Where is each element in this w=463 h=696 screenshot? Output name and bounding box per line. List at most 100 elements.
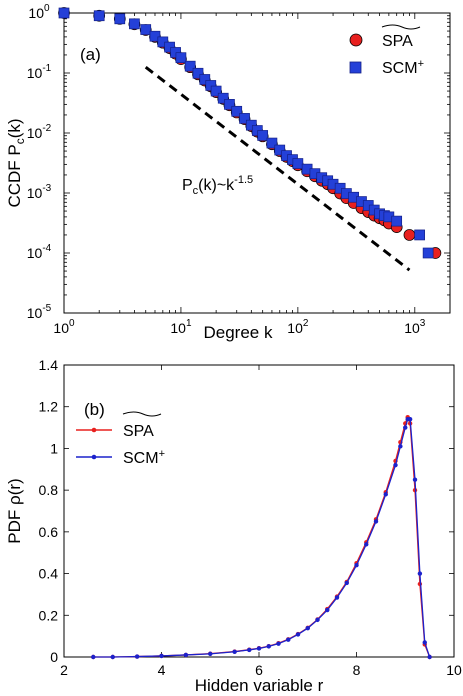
scm-data-point (93, 10, 105, 22)
scm-data-point (149, 30, 161, 42)
scm-data-point (58, 7, 70, 19)
annotation-sup: -1.5 (234, 174, 253, 186)
spa-data-point (403, 229, 416, 241)
ylabel-tail: (k) (5, 118, 24, 138)
legend-b-spa-dot (91, 427, 97, 433)
tick-exponent: -4 (42, 243, 51, 254)
scm-data-point (325, 607, 330, 613)
scm-data-point (398, 444, 403, 449)
scm-data-point (344, 580, 349, 586)
scm-data-point (373, 519, 379, 524)
scm-data-point (315, 617, 320, 623)
tick-exponent: -3 (42, 183, 51, 194)
scm-data-point (266, 644, 271, 649)
x-tick-label: 101 (170, 318, 192, 336)
tick-base: 10 (27, 185, 43, 201)
scm-data-point (224, 99, 235, 110)
scm-data-point (199, 74, 211, 85)
tick-base: 10 (170, 320, 186, 336)
legend-scm-sup: + (418, 58, 424, 70)
scm-data-point (266, 137, 278, 149)
scm-data-point (354, 563, 359, 568)
tick-exponent: 1 (186, 318, 192, 329)
scm-data-point (422, 247, 434, 259)
scm-data-point (393, 462, 398, 468)
tick-base: 10 (28, 5, 44, 21)
scm-data-point (184, 60, 196, 72)
scm-data-point (256, 646, 262, 651)
legend-spa-label: SPA (382, 33, 413, 50)
scm-data-point (247, 647, 252, 653)
scm-data-point (208, 651, 213, 657)
scm-data-point (407, 417, 413, 422)
tick-exponent: -2 (42, 123, 51, 134)
x-tick-label: 2 (60, 662, 68, 678)
legend-scm-name: SCM (382, 60, 418, 77)
panel-b-axes: 2 4 6 8 10 0 0.2 0.4 0.6 0.8 1 1.2 1.4 (39, 357, 462, 678)
panel-a-ylabel: CCDF Pc(k) (5, 118, 27, 207)
tick-base: 10 (53, 320, 69, 336)
legend-scm-marker (349, 61, 362, 74)
tick-base: 10 (287, 320, 303, 336)
legend-b-scm-name: SCM (123, 450, 159, 467)
x-tick-label: 102 (287, 318, 309, 336)
scm-data-point (239, 113, 250, 124)
scm-data-point (292, 158, 304, 169)
y-tick-label: 1.2 (39, 399, 59, 415)
panel-b-xlabel: Hidden variable r (195, 676, 324, 695)
scm-data-point (295, 632, 301, 637)
tick-exponent: 0 (44, 3, 50, 14)
scm-data-point (412, 477, 418, 482)
scm-data-point (364, 542, 369, 547)
y-tick-label: 0.8 (39, 482, 59, 498)
panel-a-plot-frame (63, 12, 451, 314)
scm-data-point (91, 654, 96, 660)
panel-b-ylabel: PDF ρ(r) (5, 478, 24, 543)
x-tick-label: 6 (255, 662, 263, 678)
y-tick-label: 1.4 (39, 357, 59, 373)
y-tick-label: 10-1 (27, 63, 52, 81)
y-tick-label: 0.4 (39, 566, 59, 582)
scm-data-point (231, 105, 243, 117)
y-tick-label: 0.6 (39, 524, 59, 540)
scm-data-point (134, 654, 140, 659)
legend-b-scm-sup: + (159, 448, 165, 460)
x-tick-label: 103 (404, 318, 426, 336)
annotation-mid: (k)~k (198, 177, 235, 194)
panel-a-label: (a) (80, 45, 101, 64)
scm-data-point (140, 24, 152, 35)
scm-data-point (286, 637, 291, 642)
y-tick-label: 0 (50, 649, 58, 665)
scm-data-point (205, 80, 217, 91)
tick-exponent: 0 (69, 318, 75, 329)
x-tick-label: 100 (53, 318, 75, 336)
scm-data-point (391, 215, 403, 227)
panel-a-reference-line (144, 65, 411, 272)
y-tick-label: 10-3 (27, 183, 52, 201)
panel-b-label: (b) (84, 400, 105, 419)
y-tick-label: 100 (28, 3, 50, 21)
scm-data-point (192, 67, 204, 79)
scm-data-point (217, 92, 229, 104)
scm-data-point (257, 130, 269, 141)
scm-data-point (422, 640, 427, 645)
scm-data-point (114, 13, 126, 25)
scm-data-point (414, 229, 425, 241)
legend-b-scm-label: SCM+ (123, 448, 165, 467)
scm-data-point (305, 626, 310, 631)
scm-data-point (210, 85, 222, 97)
x-tick-label: 4 (158, 662, 166, 678)
x-tick-label: 10 (446, 662, 462, 678)
legend-b-spa-tilde (122, 411, 162, 417)
panel-b-series (91, 414, 432, 660)
scm-data-point (175, 52, 187, 64)
tick-base: 10 (27, 65, 43, 81)
panel-a-xlabel: Degree k (204, 323, 273, 342)
tick-base: 10 (27, 305, 43, 321)
scm-data-point (334, 595, 340, 600)
tick-exponent: -5 (42, 303, 51, 314)
scm-data-point (417, 571, 423, 576)
tick-exponent: 2 (303, 318, 309, 329)
